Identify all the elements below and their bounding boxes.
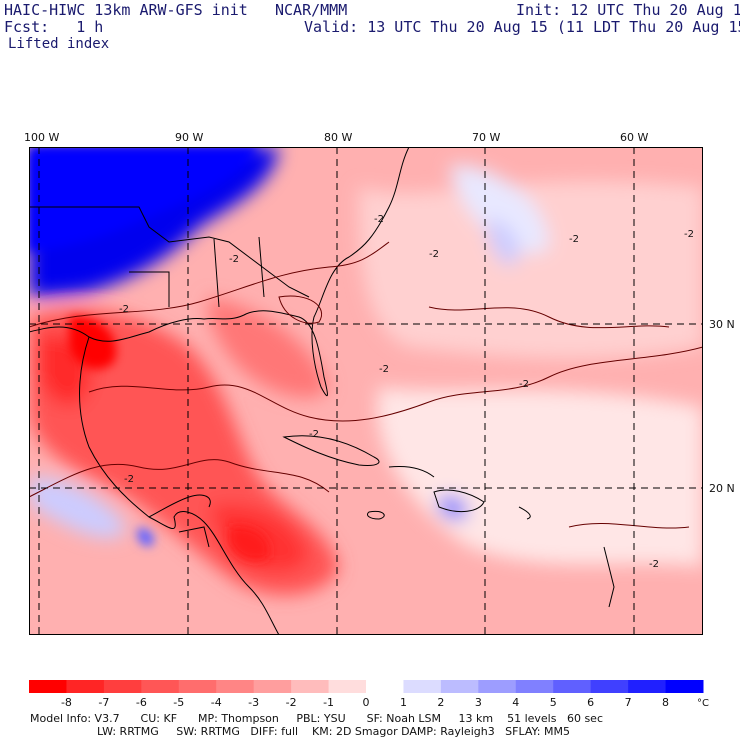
lon-label-80w: 80 W xyxy=(324,131,353,144)
colorbar-tick-label: 5 xyxy=(550,696,557,709)
init-time: Init: 12 UTC Thu 20 Aug 15 xyxy=(516,1,740,19)
colorbar-swatch xyxy=(515,680,554,693)
colorbar-tick-label: 8 xyxy=(662,696,669,709)
svg-text:-2: -2 xyxy=(649,559,659,570)
colorbar-swatch xyxy=(366,680,404,693)
colorbar-tick-label: 0 xyxy=(363,696,370,709)
field-name: Lifted index xyxy=(8,36,110,52)
colorbar-swatch xyxy=(328,680,367,693)
colorbar-swatch xyxy=(253,680,292,693)
map-frame xyxy=(29,147,703,635)
footer-model-info-line2: LW: RRTMG SW: RRTMG DIFF: full KM: 2D Sm… xyxy=(97,725,570,738)
svg-text:-2: -2 xyxy=(119,304,129,315)
colorbar-swatch xyxy=(291,680,330,693)
colorbar-tick-label: -3 xyxy=(248,696,259,709)
colorbar-tick-label: 4 xyxy=(512,696,519,709)
field-detail xyxy=(29,147,270,562)
colorbar-swatch xyxy=(216,680,255,693)
lon-label-100w: 100 W xyxy=(24,131,60,144)
coastlines xyxy=(29,147,615,635)
colorbar-labels: -8 -7 -6 -5 -4 -3 -2 -1 0 1 2 3 4 5 6 7 8 xyxy=(61,696,669,709)
colorbar-swatches xyxy=(29,680,704,693)
colorbar-swatch xyxy=(141,680,180,693)
lat-label-30n: 30 N xyxy=(709,318,735,331)
colorbar-swatch xyxy=(66,680,105,693)
colorbar-tick-label: -2 xyxy=(286,696,297,709)
colorbar-tick-label: 3 xyxy=(475,696,482,709)
lon-label-70w: 70 W xyxy=(472,131,501,144)
lat-label-20n: 20 N xyxy=(709,482,735,495)
graticule xyxy=(29,147,703,635)
contours xyxy=(29,241,703,529)
colorbar-tick-label: -6 xyxy=(136,696,147,709)
valid-time: Valid: 13 UTC Thu 20 Aug 15 (11 LDT Thu … xyxy=(304,18,740,36)
colorbar-swatch xyxy=(403,680,442,693)
colorbar-unit: °C xyxy=(697,698,709,709)
colorbar: -8 -7 -6 -5 -4 -3 -2 -1 0 1 2 3 4 5 6 7 8 °C xyxy=(29,680,709,709)
svg-text:-2: -2 xyxy=(569,234,579,245)
svg-text:-2: -2 xyxy=(519,379,529,390)
colorbar-swatch xyxy=(590,680,629,693)
colorbar-swatch xyxy=(478,680,517,693)
lon-label-60w: 60 W xyxy=(620,131,649,144)
contour-labels: -2 -2 -2 -2 -2 -2 -2 -2 -2 -2 -2 xyxy=(119,214,694,570)
lon-label-90w: 90 W xyxy=(175,131,204,144)
svg-text:-2: -2 xyxy=(309,429,319,440)
svg-text:-2: -2 xyxy=(124,474,134,485)
svg-text:-2: -2 xyxy=(429,249,439,260)
colorbar-swatch xyxy=(103,680,142,693)
colorbar-swatch xyxy=(628,680,667,693)
colorbar-swatch xyxy=(553,680,592,693)
colorbar-tick-label: -4 xyxy=(211,696,222,709)
svg-text:-2: -2 xyxy=(229,254,239,265)
colorbar-tick-label: -5 xyxy=(173,696,184,709)
svg-text:-2: -2 xyxy=(379,364,389,375)
forecast-hour: Fcst: 1 h xyxy=(4,18,104,36)
colorbar-swatch xyxy=(440,680,479,693)
colorbar-tick-label: -7 xyxy=(98,696,109,709)
colorbar-swatch xyxy=(665,680,704,693)
svg-text:-2: -2 xyxy=(684,229,694,240)
footer-model-info-line1: Model Info: V3.7 CU: KF MP: Thompson PBL… xyxy=(30,712,603,725)
colorbar-tick-label: 1 xyxy=(400,696,407,709)
colorbar-tick-label: 7 xyxy=(625,696,632,709)
colorbar-swatch xyxy=(178,680,217,693)
organization: NCAR/MMM xyxy=(275,1,348,19)
colorbar-tick-label: -1 xyxy=(323,696,334,709)
lifted-index-map: -2 -2 -2 -2 -2 -2 -2 -2 -2 -2 -2 xyxy=(29,147,703,635)
colorbar-tick-label: -8 xyxy=(61,696,72,709)
colorbar-tick-label: 6 xyxy=(587,696,594,709)
colorbar-swatch xyxy=(29,680,67,693)
svg-text:-2: -2 xyxy=(374,214,384,225)
model-title: HAIC-HIWC 13km ARW-GFS init xyxy=(4,1,248,19)
colorbar-tick-label: 2 xyxy=(437,696,444,709)
